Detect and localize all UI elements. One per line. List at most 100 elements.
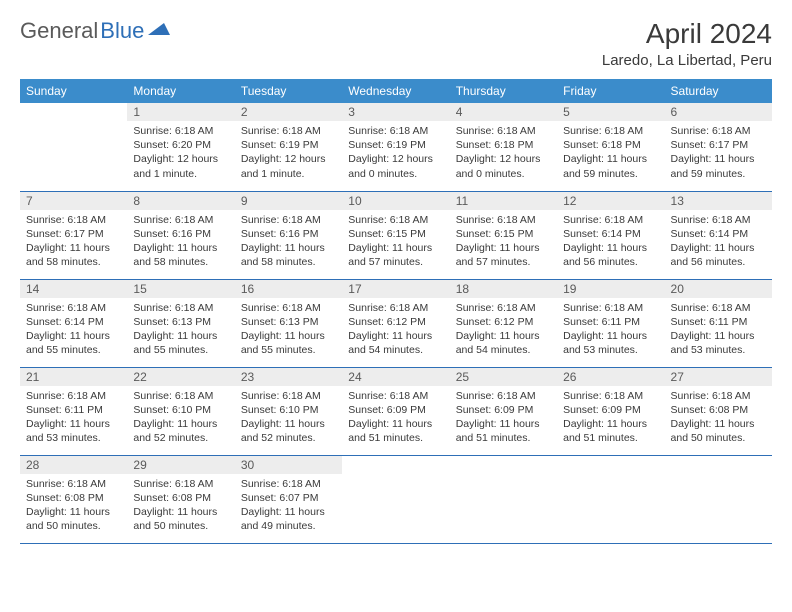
day-details: Sunrise: 6:18 AMSunset: 6:11 PMDaylight:… [20, 386, 127, 450]
weekday-wednesday: Wednesday [342, 79, 449, 103]
day-detail-line: Sunrise: 6:18 AM [26, 477, 121, 491]
calendar-cell: 23Sunrise: 6:18 AMSunset: 6:10 PMDayligh… [235, 367, 342, 455]
day-detail-line: Sunset: 6:15 PM [456, 227, 551, 241]
day-number: 11 [450, 192, 557, 210]
calendar-cell: 6Sunrise: 6:18 AMSunset: 6:17 PMDaylight… [665, 103, 772, 191]
day-number: 28 [20, 456, 127, 474]
calendar-cell: 9Sunrise: 6:18 AMSunset: 6:16 PMDaylight… [235, 191, 342, 279]
calendar-row: 28Sunrise: 6:18 AMSunset: 6:08 PMDayligh… [20, 455, 772, 543]
calendar-cell: 26Sunrise: 6:18 AMSunset: 6:09 PMDayligh… [557, 367, 664, 455]
day-details: Sunrise: 6:18 AMSunset: 6:09 PMDaylight:… [557, 386, 664, 450]
day-detail-line: Sunset: 6:17 PM [26, 227, 121, 241]
day-details [450, 460, 557, 467]
day-details: Sunrise: 6:18 AMSunset: 6:10 PMDaylight:… [235, 386, 342, 450]
logo: GeneralBlue [20, 18, 170, 44]
weekday-friday: Friday [557, 79, 664, 103]
day-detail-line: Sunset: 6:15 PM [348, 227, 443, 241]
day-detail-line: and 51 minutes. [456, 431, 551, 445]
day-detail-line: Sunset: 6:18 PM [563, 138, 658, 152]
day-detail-line: Sunrise: 6:18 AM [241, 389, 336, 403]
day-detail-line: Daylight: 11 hours [671, 329, 766, 343]
day-detail-line: Sunrise: 6:18 AM [26, 389, 121, 403]
day-detail-line: Sunset: 6:12 PM [456, 315, 551, 329]
day-detail-line: Daylight: 12 hours [133, 152, 228, 166]
day-details [20, 107, 127, 114]
day-number: 19 [557, 280, 664, 298]
day-number: 14 [20, 280, 127, 298]
day-detail-line: Daylight: 11 hours [348, 329, 443, 343]
calendar-body: 1Sunrise: 6:18 AMSunset: 6:20 PMDaylight… [20, 103, 772, 543]
logo-text-general: General [20, 18, 98, 44]
day-detail-line: Sunrise: 6:18 AM [241, 213, 336, 227]
day-detail-line: Sunset: 6:19 PM [348, 138, 443, 152]
calendar-cell: 21Sunrise: 6:18 AMSunset: 6:11 PMDayligh… [20, 367, 127, 455]
calendar-cell [665, 455, 772, 543]
day-details: Sunrise: 6:18 AMSunset: 6:14 PMDaylight:… [20, 298, 127, 362]
calendar-cell: 11Sunrise: 6:18 AMSunset: 6:15 PMDayligh… [450, 191, 557, 279]
day-detail-line: Daylight: 11 hours [563, 329, 658, 343]
day-detail-line: Sunrise: 6:18 AM [133, 124, 228, 138]
day-number: 21 [20, 368, 127, 386]
day-detail-line: and 54 minutes. [456, 343, 551, 357]
calendar-cell: 7Sunrise: 6:18 AMSunset: 6:17 PMDaylight… [20, 191, 127, 279]
day-number: 5 [557, 103, 664, 121]
day-detail-line: Sunset: 6:11 PM [563, 315, 658, 329]
day-detail-line: Sunrise: 6:18 AM [241, 477, 336, 491]
day-detail-line: Sunset: 6:13 PM [133, 315, 228, 329]
calendar-cell: 13Sunrise: 6:18 AMSunset: 6:14 PMDayligh… [665, 191, 772, 279]
day-detail-line: and 58 minutes. [26, 255, 121, 269]
calendar-row: 21Sunrise: 6:18 AMSunset: 6:11 PMDayligh… [20, 367, 772, 455]
day-detail-line: Sunrise: 6:18 AM [348, 389, 443, 403]
day-detail-line: Sunrise: 6:18 AM [671, 389, 766, 403]
day-details: Sunrise: 6:18 AMSunset: 6:11 PMDaylight:… [665, 298, 772, 362]
day-detail-line: and 50 minutes. [671, 431, 766, 445]
calendar-cell: 30Sunrise: 6:18 AMSunset: 6:07 PMDayligh… [235, 455, 342, 543]
day-details: Sunrise: 6:18 AMSunset: 6:18 PMDaylight:… [557, 121, 664, 185]
day-detail-line: Sunset: 6:18 PM [456, 138, 551, 152]
logo-text-blue: Blue [100, 18, 144, 44]
day-detail-line: Sunset: 6:08 PM [671, 403, 766, 417]
day-detail-line: Daylight: 11 hours [241, 417, 336, 431]
calendar-cell: 17Sunrise: 6:18 AMSunset: 6:12 PMDayligh… [342, 279, 449, 367]
day-detail-line: Daylight: 11 hours [563, 152, 658, 166]
day-details: Sunrise: 6:18 AMSunset: 6:11 PMDaylight:… [557, 298, 664, 362]
calendar-cell: 18Sunrise: 6:18 AMSunset: 6:12 PMDayligh… [450, 279, 557, 367]
calendar-cell [342, 455, 449, 543]
day-detail-line: Daylight: 11 hours [26, 329, 121, 343]
day-detail-line: Daylight: 11 hours [671, 417, 766, 431]
day-detail-line: and 57 minutes. [348, 255, 443, 269]
weekday-saturday: Saturday [665, 79, 772, 103]
day-detail-line: Sunset: 6:11 PM [671, 315, 766, 329]
day-detail-line: Sunrise: 6:18 AM [456, 301, 551, 315]
day-detail-line: Sunrise: 6:18 AM [348, 213, 443, 227]
day-detail-line: Sunset: 6:16 PM [133, 227, 228, 241]
header: GeneralBlue April 2024 Laredo, La Libert… [20, 18, 772, 69]
day-number: 2 [235, 103, 342, 121]
day-detail-line: Sunrise: 6:18 AM [348, 301, 443, 315]
calendar-cell: 14Sunrise: 6:18 AMSunset: 6:14 PMDayligh… [20, 279, 127, 367]
day-detail-line: and 58 minutes. [241, 255, 336, 269]
day-detail-line: and 54 minutes. [348, 343, 443, 357]
day-number: 16 [235, 280, 342, 298]
day-details: Sunrise: 6:18 AMSunset: 6:14 PMDaylight:… [665, 210, 772, 274]
calendar-row: 1Sunrise: 6:18 AMSunset: 6:20 PMDaylight… [20, 103, 772, 191]
day-number: 23 [235, 368, 342, 386]
calendar-cell: 20Sunrise: 6:18 AMSunset: 6:11 PMDayligh… [665, 279, 772, 367]
day-details: Sunrise: 6:18 AMSunset: 6:17 PMDaylight:… [665, 121, 772, 185]
day-detail-line: Sunrise: 6:18 AM [26, 213, 121, 227]
calendar-cell: 8Sunrise: 6:18 AMSunset: 6:16 PMDaylight… [127, 191, 234, 279]
day-detail-line: Sunrise: 6:18 AM [348, 124, 443, 138]
day-detail-line: Sunrise: 6:18 AM [456, 213, 551, 227]
day-detail-line: Sunset: 6:09 PM [348, 403, 443, 417]
day-detail-line: Sunset: 6:08 PM [26, 491, 121, 505]
day-detail-line: and 56 minutes. [671, 255, 766, 269]
day-detail-line: Sunset: 6:11 PM [26, 403, 121, 417]
day-detail-line: and 50 minutes. [133, 519, 228, 533]
day-detail-line: Sunrise: 6:18 AM [563, 301, 658, 315]
calendar-cell: 2Sunrise: 6:18 AMSunset: 6:19 PMDaylight… [235, 103, 342, 191]
day-detail-line: Daylight: 11 hours [133, 329, 228, 343]
day-details [665, 460, 772, 467]
day-details: Sunrise: 6:18 AMSunset: 6:13 PMDaylight:… [235, 298, 342, 362]
day-detail-line: Sunrise: 6:18 AM [563, 389, 658, 403]
day-details: Sunrise: 6:18 AMSunset: 6:16 PMDaylight:… [127, 210, 234, 274]
